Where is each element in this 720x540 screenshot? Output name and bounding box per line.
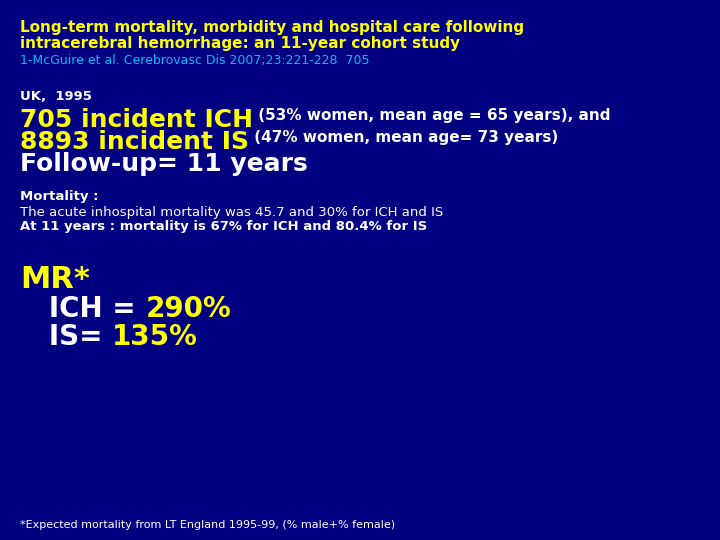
Text: Mortality :: Mortality : xyxy=(20,190,99,203)
Text: intracerebral hemorrhage: an 11-year cohort study: intracerebral hemorrhage: an 11-year coh… xyxy=(20,36,460,51)
Text: At 11 years : mortality is 67% for ICH and 80.4% for IS: At 11 years : mortality is 67% for ICH a… xyxy=(20,220,427,233)
Text: 135%: 135% xyxy=(112,323,198,351)
Text: 705 incident ICH: 705 incident ICH xyxy=(20,108,253,132)
Text: Long-term mortality, morbidity and hospital care following: Long-term mortality, morbidity and hospi… xyxy=(20,20,524,35)
Text: 8893 incident IS: 8893 incident IS xyxy=(20,130,249,154)
Text: IS=: IS= xyxy=(20,323,112,351)
Text: Follow-up= 11 years: Follow-up= 11 years xyxy=(20,152,307,176)
Text: *Expected mortality from LT England 1995-99, (% male+% female): *Expected mortality from LT England 1995… xyxy=(20,520,395,530)
Text: 290%: 290% xyxy=(145,295,231,323)
Text: UK,  1995: UK, 1995 xyxy=(20,90,92,103)
Text: ICH =: ICH = xyxy=(20,295,145,323)
Text: (47% women, mean age= 73 years): (47% women, mean age= 73 years) xyxy=(249,130,558,145)
Text: 1-McGuire et al. Cerebrovasc Dis 2007;23:221-228  705: 1-McGuire et al. Cerebrovasc Dis 2007;23… xyxy=(20,54,369,67)
Text: The acute inhospital mortality was 45.7 and 30% for ICH and IS: The acute inhospital mortality was 45.7 … xyxy=(20,206,444,219)
Text: (53% women, mean age = 65 years), and: (53% women, mean age = 65 years), and xyxy=(253,108,611,123)
Text: MR*: MR* xyxy=(20,265,90,294)
